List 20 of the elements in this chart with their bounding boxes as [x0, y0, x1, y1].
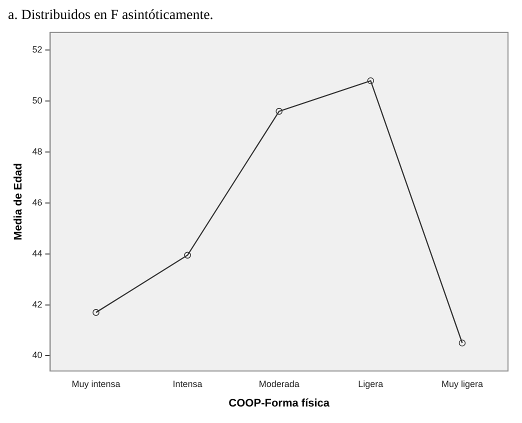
- x-tick-label: Muy intensa: [72, 378, 120, 389]
- text: a. Distribuidos en F asintóticamente.: [8, 8, 214, 24]
- y-tick-label: 46: [32, 197, 42, 208]
- point: [367, 77, 374, 84]
- y-tick-label: 50: [32, 96, 42, 106]
- point: [458, 340, 466, 346]
- point: [184, 252, 191, 259]
- x-tick-label: Muy ligera: [441, 378, 483, 389]
- x-tick-label: Moderada: [258, 378, 300, 389]
- y-tick-label: 48: [32, 146, 42, 157]
- y-tick-label: 52: [32, 44, 42, 55]
- y-tick-label: 42: [32, 299, 42, 310]
- y-tick-label: 40: [32, 350, 42, 360]
- point: [92, 309, 100, 316]
- x-tick-label: Intensa: [172, 378, 202, 389]
- y-tick-label: 44: [32, 248, 42, 258]
- x-tick-label: Ligera: [358, 378, 384, 389]
- x-axis-title: COOP-Forma física: [228, 397, 330, 410]
- point: [276, 108, 283, 115]
- y-axis-title: Media de Edad: [12, 163, 25, 240]
